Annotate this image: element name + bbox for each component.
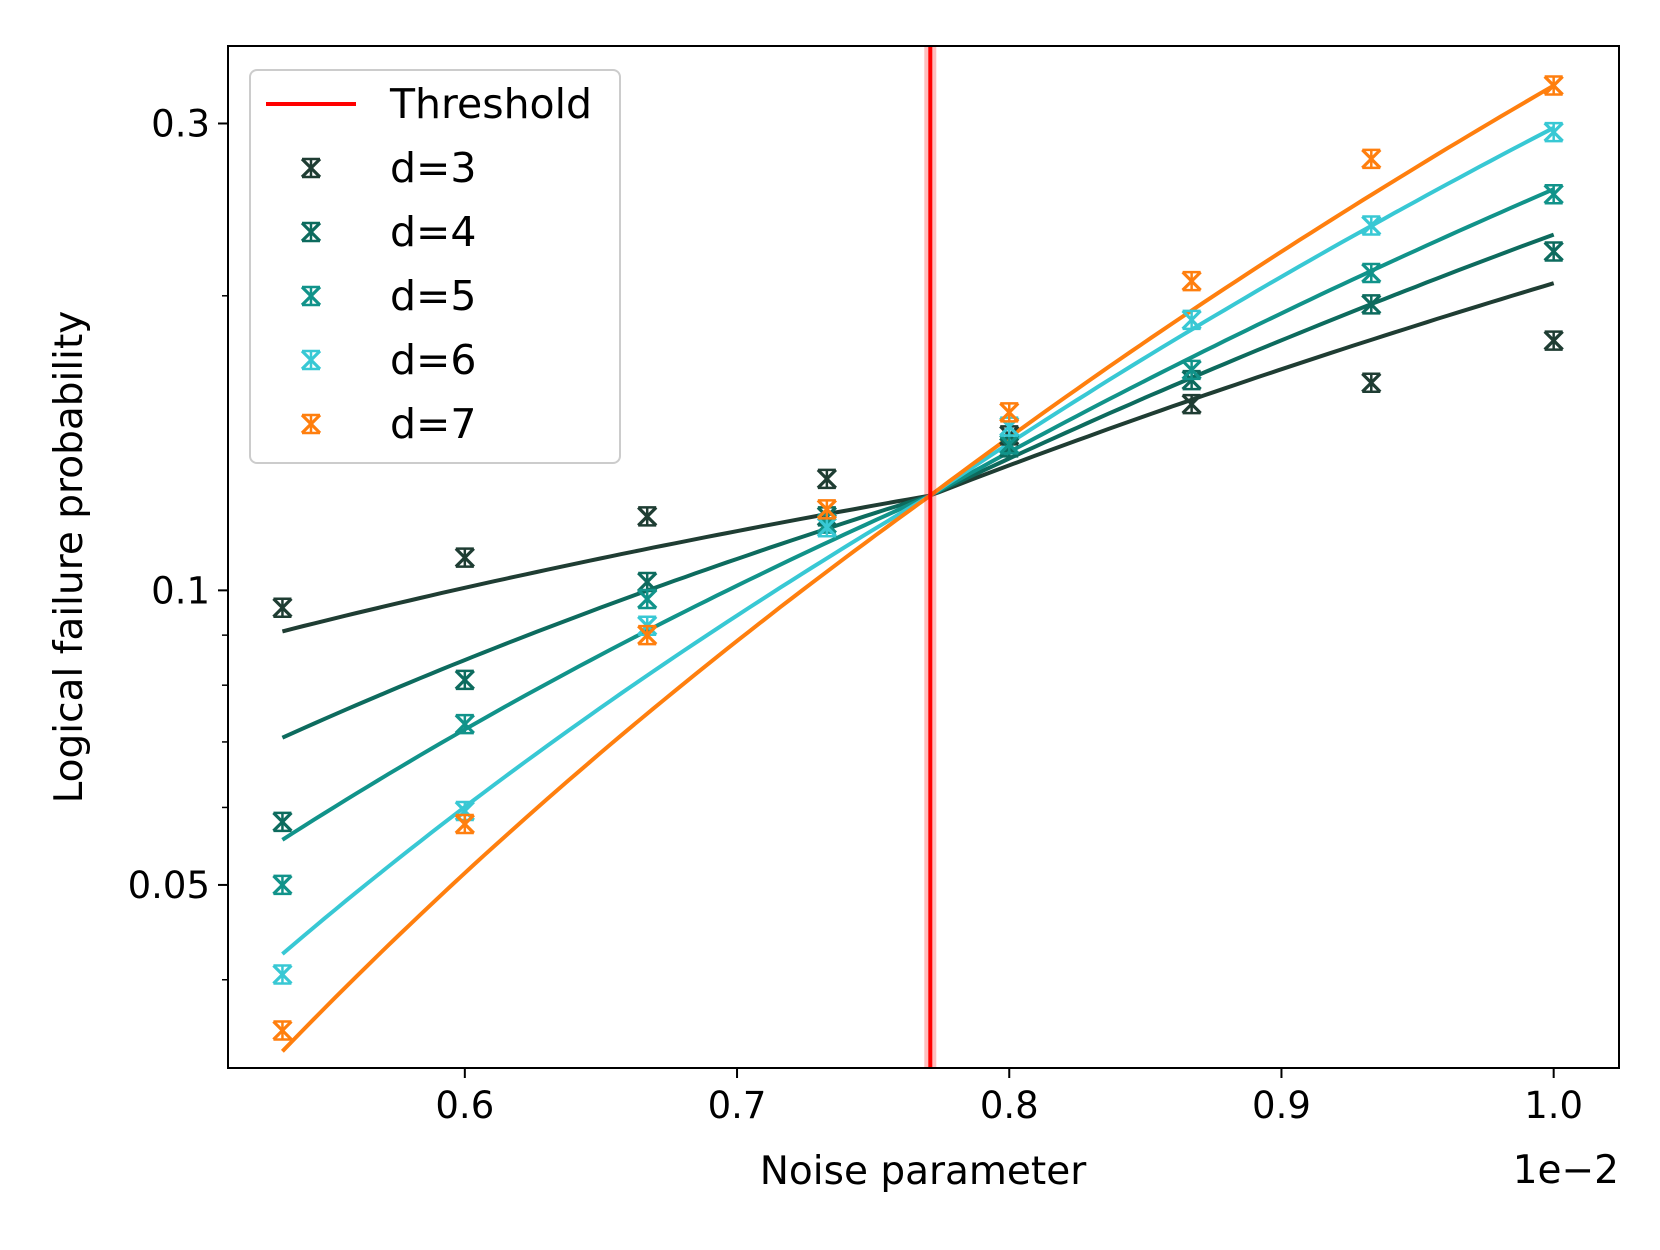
legend-label-d3: d=3 bbox=[390, 144, 476, 192]
x-tick-label: 0.7 bbox=[708, 1084, 767, 1127]
x-axis-offset-label: 1e−2 bbox=[1513, 1148, 1619, 1193]
legend-label-d6: d=6 bbox=[390, 336, 476, 384]
y-tick-label: 0.05 bbox=[128, 864, 210, 907]
x-axis: 0.6 0.7 0.8 0.9 1.0 bbox=[435, 1068, 1583, 1127]
legend-marker-d3 bbox=[300, 157, 322, 179]
data-point-d7 bbox=[999, 402, 1020, 423]
data-point-d3 bbox=[1543, 330, 1564, 351]
data-point-d7 bbox=[272, 1020, 293, 1041]
data-point-d7 bbox=[1543, 75, 1564, 96]
data-point-d6 bbox=[272, 964, 293, 985]
data-point-d6 bbox=[1181, 309, 1202, 331]
y-axis-label: Logical failure probability bbox=[47, 311, 92, 804]
data-point-d7 bbox=[1181, 270, 1202, 292]
plot-frame bbox=[227, 45, 1620, 1069]
legend-series-entries: d=3 d=4 d=5 d=6 d=7 bbox=[300, 144, 476, 448]
data-markers bbox=[272, 75, 1564, 1041]
data-point-d3 bbox=[637, 506, 658, 527]
data-point-d6 bbox=[1361, 215, 1382, 236]
x-tick-label: 1.0 bbox=[1524, 1084, 1583, 1127]
legend-label-d5: d=5 bbox=[390, 272, 476, 320]
x-tick-label: 0.8 bbox=[980, 1084, 1039, 1127]
data-point-d7 bbox=[1361, 148, 1382, 170]
data-point-d7 bbox=[816, 499, 837, 520]
data-point-d5 bbox=[272, 874, 293, 896]
legend-marker-d7 bbox=[300, 413, 322, 435]
x-tick-label: 0.9 bbox=[1252, 1084, 1311, 1127]
data-point-d5 bbox=[1543, 183, 1564, 205]
fit-curves bbox=[280, 83, 1555, 1053]
data-point-d4 bbox=[454, 669, 475, 691]
data-point-d7 bbox=[454, 813, 475, 835]
x-tick-label: 0.6 bbox=[435, 1084, 494, 1127]
data-point-d3 bbox=[272, 597, 293, 618]
legend-label-threshold: Threshold bbox=[389, 80, 592, 128]
data-point-d5 bbox=[454, 713, 475, 735]
data-point-d4 bbox=[1543, 241, 1564, 262]
fit-curve-d7 bbox=[280, 83, 1555, 1053]
y-axis: 0.05 0.1 0.3 bbox=[128, 102, 228, 981]
data-point-d5 bbox=[1361, 262, 1382, 284]
legend-label-d4: d=4 bbox=[390, 208, 476, 256]
data-point-d3 bbox=[1181, 393, 1202, 415]
legend: Threshold d=3 d=4 d=5 d=6 d=7 bbox=[249, 69, 621, 464]
y-tick-label: 0.3 bbox=[151, 102, 210, 145]
data-point-d5 bbox=[1181, 359, 1202, 381]
data-point-d3 bbox=[454, 547, 475, 568]
legend-marker-d6 bbox=[300, 349, 322, 371]
data-point-d3 bbox=[816, 468, 837, 490]
x-axis-label: Noise parameter bbox=[760, 1149, 1087, 1194]
legend-marker-d4 bbox=[300, 221, 322, 243]
data-point-d4 bbox=[1361, 294, 1382, 315]
data-point-d3 bbox=[1361, 372, 1382, 393]
data-point-d5 bbox=[637, 588, 658, 610]
legend-box bbox=[249, 69, 621, 464]
legend-marker-d5 bbox=[300, 285, 322, 307]
y-tick-label: 0.1 bbox=[151, 569, 210, 612]
data-point-d7 bbox=[637, 624, 658, 646]
legend-label-d7: d=7 bbox=[390, 400, 476, 448]
data-point-d6 bbox=[1543, 121, 1564, 143]
data-point-d4 bbox=[272, 811, 293, 833]
